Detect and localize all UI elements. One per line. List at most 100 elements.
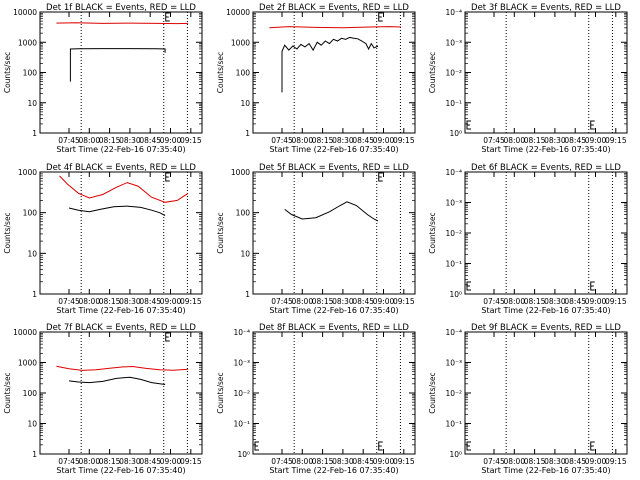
x-tick-label: 09:15 xyxy=(393,457,415,466)
interval-bracket-icon xyxy=(590,120,595,130)
plot-frame xyxy=(464,171,628,295)
x-tick-label: 08:00 xyxy=(78,136,100,145)
interval-bracket-icon xyxy=(466,441,471,451)
series-line-events xyxy=(284,201,379,222)
x-tick-label: 07:45 xyxy=(58,457,80,466)
panel-title: Det 7f BLACK = Events, RED = LLD xyxy=(46,323,196,333)
x-tick-label: 08:15 xyxy=(524,457,546,466)
panel-title: Det 8f BLACK = Events, RED = LLD xyxy=(259,323,409,333)
y-tick-label: 100 xyxy=(23,209,38,218)
x-tick-label: 08:15 xyxy=(524,297,546,306)
y-axis-label: Counts/sec xyxy=(3,372,12,413)
plot-frame xyxy=(252,11,416,134)
x-tick-label: 09:00 xyxy=(160,136,182,145)
series-line-lld xyxy=(56,22,189,25)
y-tick-label: 10⁻³ xyxy=(233,359,250,368)
y-tick-label: 10 xyxy=(27,420,37,429)
x-tick-label: 08:45 xyxy=(564,297,586,306)
x-axis-label: Start Time (22-Feb-16 07:35:40) xyxy=(56,306,185,315)
interval-bracket-icon xyxy=(378,441,383,451)
interval-bracket-icon xyxy=(165,12,170,22)
x-tick-label: 09:00 xyxy=(160,297,182,306)
panel-det-4: Det 4f BLACK = Events, RED = LLD07:4508:… xyxy=(3,163,203,315)
y-tick-label: 10⁻⁴ xyxy=(233,328,250,337)
x-tick-label: 08:00 xyxy=(291,457,313,466)
x-tick-label: 07:45 xyxy=(58,136,80,145)
x-tick-label: 08:45 xyxy=(564,136,586,145)
y-tick-label: 10000 xyxy=(226,8,250,17)
panel-title: Det 9f BLACK = Events, RED = LLD xyxy=(471,323,621,333)
y-tick-label: 10⁻² xyxy=(233,389,250,398)
x-tick-label: 08:30 xyxy=(544,457,566,466)
panel-det-9: Det 9f BLACK = Events, RED = LLD07:4508:… xyxy=(428,323,628,475)
y-tick-label: 1 xyxy=(245,290,250,299)
y-tick-label: 10000 xyxy=(13,328,37,337)
panel-det-5: Det 5f BLACK = Events, RED = LLD07:4508:… xyxy=(216,163,416,315)
interval-bracket-icon xyxy=(165,172,170,182)
y-tick-label: 1 xyxy=(32,129,37,138)
y-axis-label: Counts/sec xyxy=(216,212,225,253)
x-tick-label: 08:45 xyxy=(352,136,374,145)
x-tick-label: 07:45 xyxy=(483,457,505,466)
x-axis-label: Start Time (22-Feb-16 07:35:40) xyxy=(481,466,610,475)
x-tick-label: 08:00 xyxy=(78,297,100,306)
x-tick-label: 08:00 xyxy=(503,457,525,466)
plot-frame xyxy=(252,331,416,455)
x-tick-label: 08:45 xyxy=(139,136,161,145)
x-tick-label: 09:00 xyxy=(585,457,607,466)
y-tick-label: 10⁻¹ xyxy=(445,420,462,429)
series-line-events xyxy=(69,48,166,82)
y-tick-label: 10⁻³ xyxy=(445,359,462,368)
y-tick-label: 10⁻⁴ xyxy=(445,328,462,337)
x-tick-label: 09:00 xyxy=(373,136,395,145)
y-tick-label: 1000 xyxy=(231,168,250,177)
y-tick-label: 10⁰ xyxy=(449,450,462,459)
panel-det-6: Det 6f BLACK = Events, RED = LLD07:4508:… xyxy=(428,163,628,315)
x-tick-label: 09:15 xyxy=(605,297,627,306)
plot-frame xyxy=(39,171,203,295)
y-tick-label: 10⁻³ xyxy=(445,199,462,208)
x-tick-label: 07:45 xyxy=(58,297,80,306)
plot-frame xyxy=(39,11,203,134)
plot-frame xyxy=(252,171,416,295)
x-tick-label: 08:00 xyxy=(503,297,525,306)
plot-frame xyxy=(464,11,628,134)
interval-bracket-icon xyxy=(466,281,471,291)
x-tick-label: 08:45 xyxy=(139,457,161,466)
x-tick-label: 09:00 xyxy=(160,457,182,466)
x-tick-label: 08:15 xyxy=(99,457,121,466)
y-tick-label: 100 xyxy=(236,209,251,218)
x-tick-label: 08:15 xyxy=(99,136,121,145)
y-tick-label: 100 xyxy=(236,69,251,78)
series-line-lld xyxy=(269,26,402,29)
y-axis-label: Counts/sec xyxy=(216,372,225,413)
y-tick-label: 10⁰ xyxy=(449,290,462,299)
x-tick-label: 08:45 xyxy=(564,457,586,466)
x-tick-label: 09:00 xyxy=(373,297,395,306)
panel-det-1: Det 1f BLACK = Events, RED = LLD07:4508:… xyxy=(3,3,203,154)
x-axis-label: Start Time (22-Feb-16 07:35:40) xyxy=(269,145,398,154)
y-tick-label: 10 xyxy=(27,99,37,108)
x-tick-label: 08:15 xyxy=(99,297,121,306)
y-tick-label: 100 xyxy=(23,389,38,398)
y-tick-label: 1000 xyxy=(18,168,37,177)
x-tick-label: 08:30 xyxy=(119,136,141,145)
y-tick-label: 1000 xyxy=(18,359,37,368)
x-axis-label: Start Time (22-Feb-16 07:35:40) xyxy=(56,466,185,475)
x-axis-label: Start Time (22-Feb-16 07:35:40) xyxy=(269,466,398,475)
x-tick-label: 07:45 xyxy=(483,136,505,145)
x-tick-label: 08:30 xyxy=(332,297,354,306)
y-tick-label: 10 xyxy=(27,249,37,258)
panel-title: Det 4f BLACK = Events, RED = LLD xyxy=(46,163,196,173)
y-axis-label: Counts/sec xyxy=(3,212,12,253)
x-tick-label: 09:15 xyxy=(180,136,202,145)
x-tick-label: 08:45 xyxy=(352,297,374,306)
y-tick-label: 100 xyxy=(23,69,38,78)
panel-det-8: Det 8f BLACK = Events, RED = LLD07:4508:… xyxy=(216,323,416,475)
panel-title: Det 2f BLACK = Events, RED = LLD xyxy=(259,3,409,13)
interval-bracket-icon xyxy=(378,172,383,182)
x-axis-label: Start Time (22-Feb-16 07:35:40) xyxy=(481,306,610,315)
x-tick-label: 08:15 xyxy=(312,297,334,306)
x-tick-label: 09:15 xyxy=(180,297,202,306)
y-tick-label: 10⁻⁴ xyxy=(445,168,462,177)
